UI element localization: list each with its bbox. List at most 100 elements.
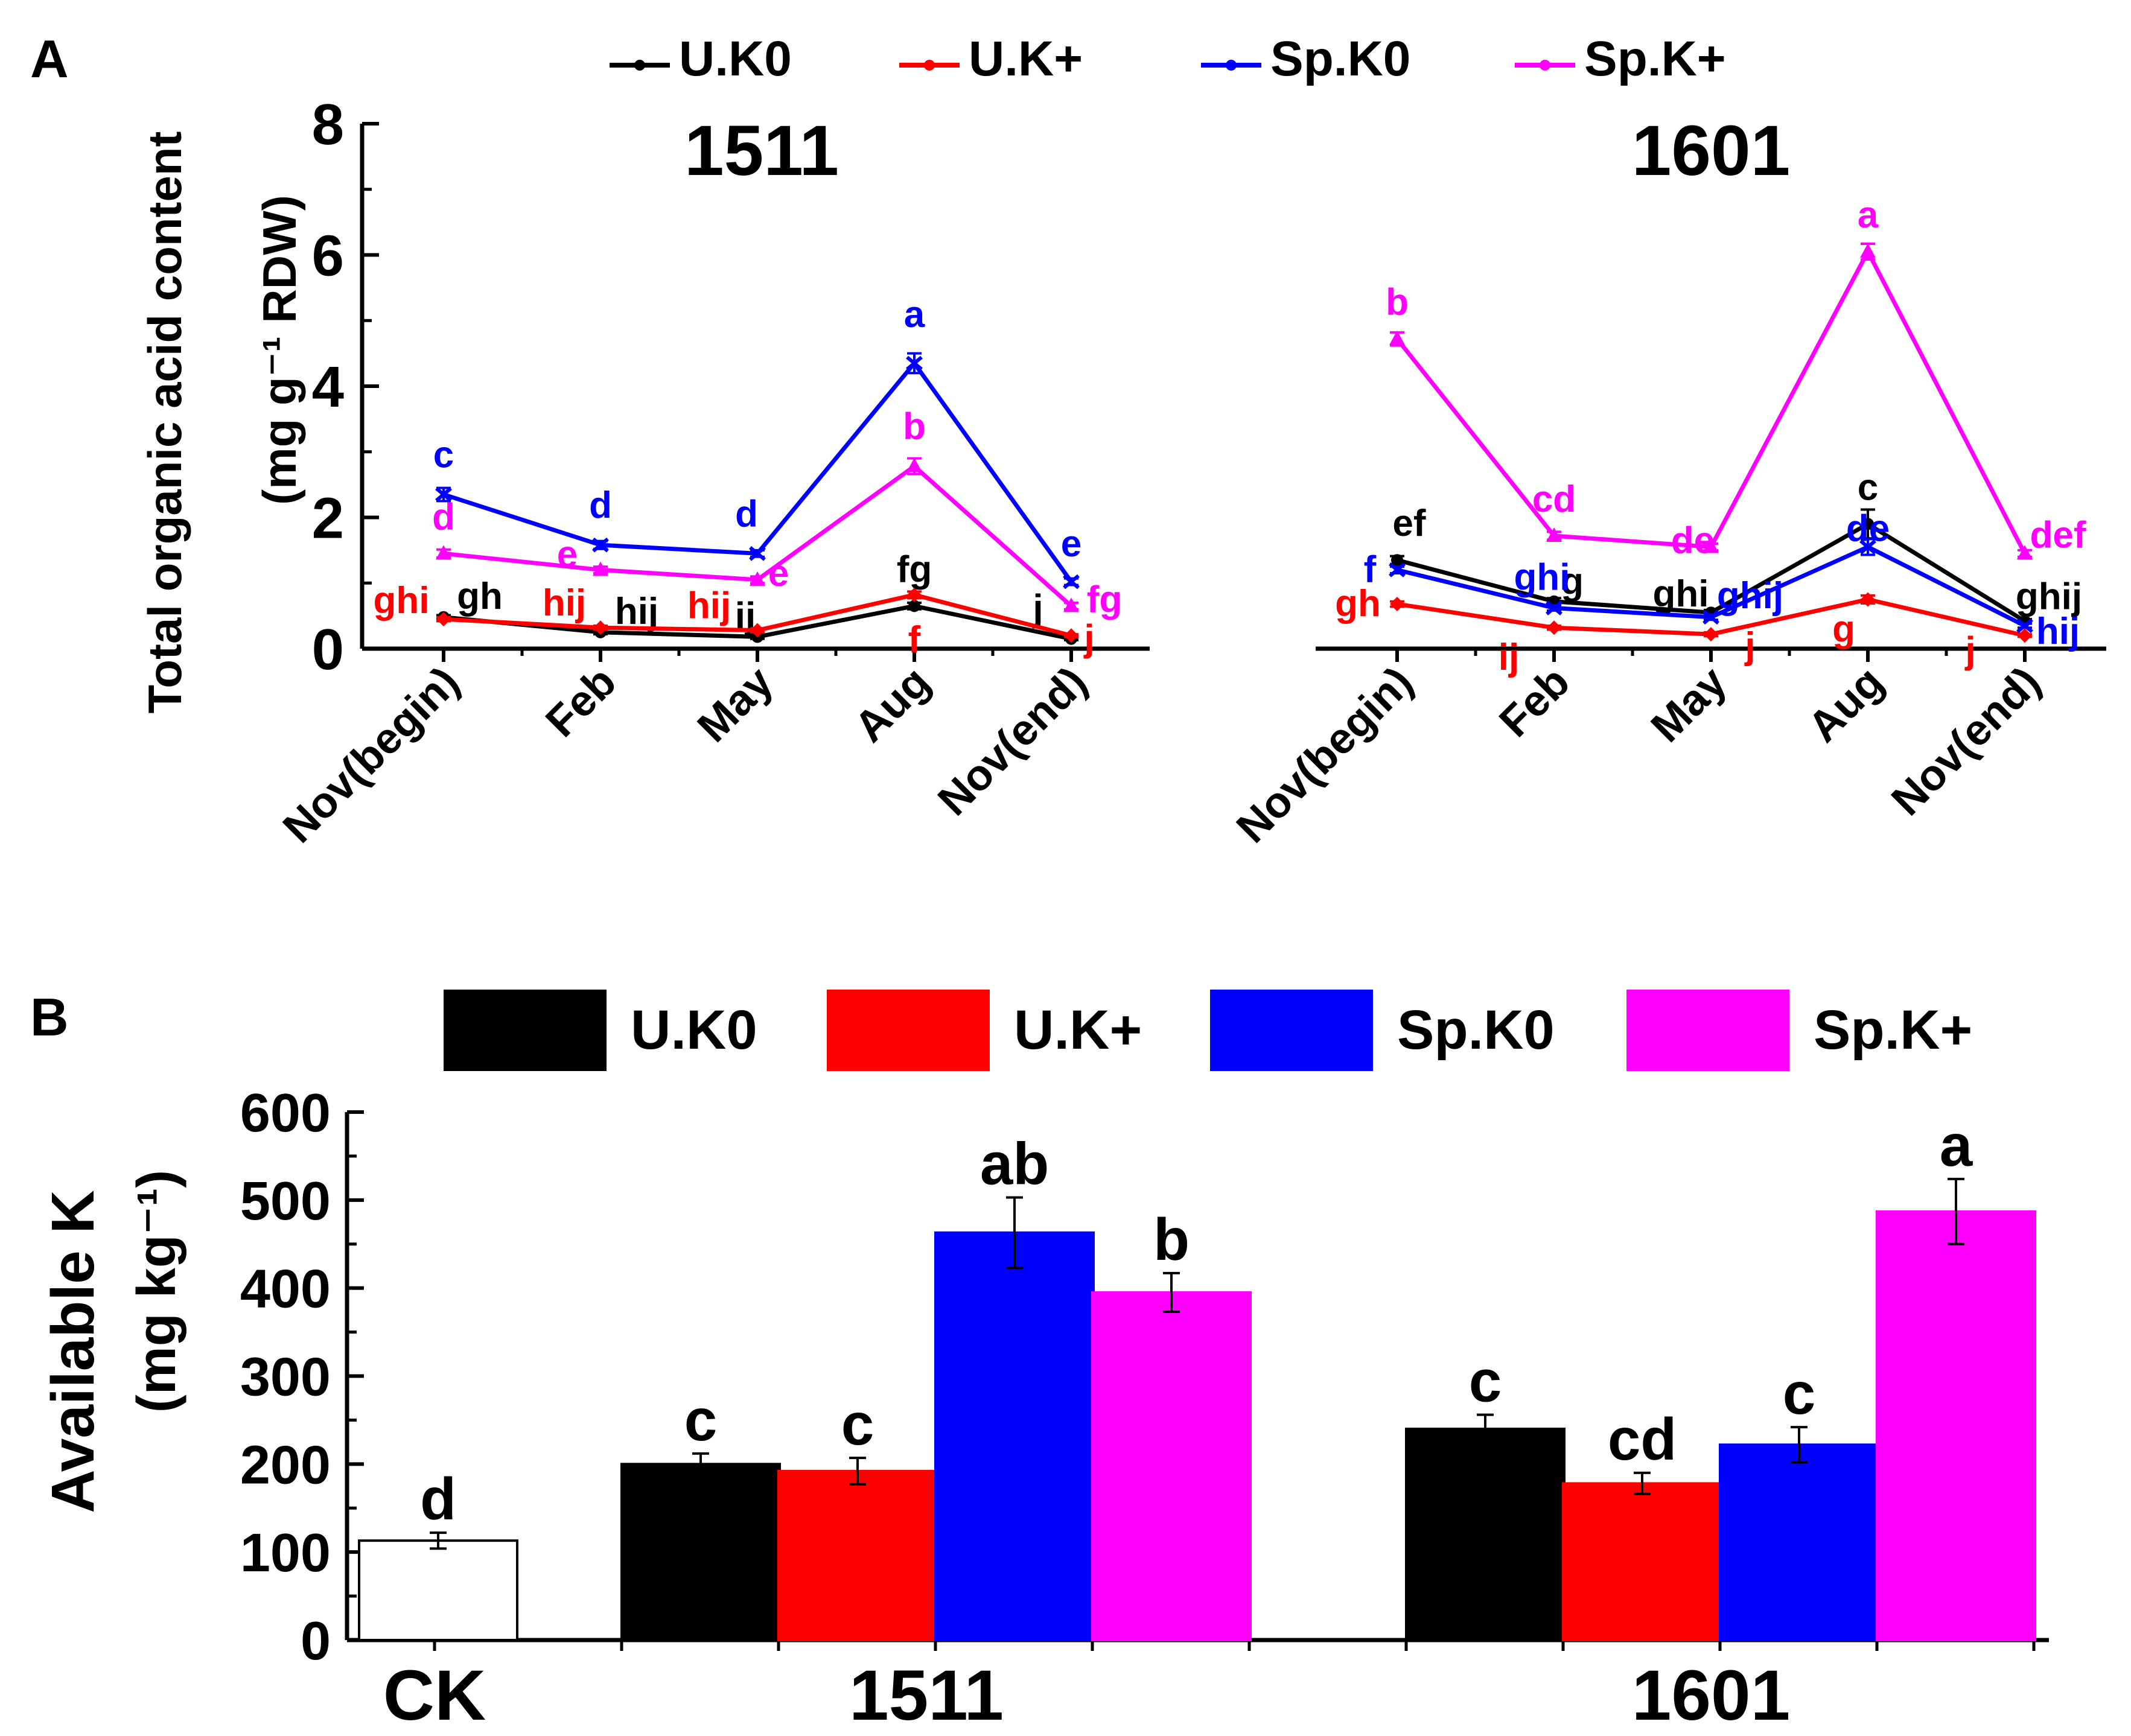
significance-label: ef: [1392, 503, 1425, 544]
panel-b-y-axis-unit: (mg kg⁻¹): [127, 1170, 187, 1413]
data-point: [749, 546, 766, 561]
significance-label: a: [1940, 1112, 1973, 1178]
series-sp-kplus: b cd de a def: [1386, 194, 2086, 561]
significance-label: b: [1386, 282, 1409, 323]
panel-a-y-axis-unit: (mg g⁻¹ RDW): [253, 195, 306, 504]
data-point: [435, 487, 452, 502]
significance-label: ghi: [1514, 557, 1570, 599]
significance-label: g: [1832, 608, 1855, 650]
significance-label: gh: [1335, 583, 1381, 625]
panel-b-legend: U.K0 U.K+ Sp.K0 Sp.K+: [444, 990, 1972, 1071]
y-tick-label: 300: [240, 1347, 331, 1408]
legend-item-sp-kplus: Sp.K+: [1626, 990, 1972, 1071]
legend-label: U.K+: [969, 31, 1083, 86]
series-line: [1395, 249, 2027, 555]
data-point: [2018, 628, 2032, 643]
x-tick-label: May: [689, 658, 783, 752]
panel-b-x-axis: CK 1511 1601: [347, 1638, 2049, 1735]
significance-label: def: [2030, 514, 2086, 556]
y-tick-label: 8: [312, 92, 344, 157]
data-point: [908, 600, 920, 612]
significance-label: j: [1032, 588, 1043, 629]
y-tick-label: 4: [312, 355, 344, 419]
data-point: [1859, 539, 1876, 555]
significance-label: ghi: [374, 580, 430, 622]
significance-label: ghi: [1653, 573, 1709, 615]
y-tick-label: 0: [301, 1611, 331, 1671]
significance-label: cd: [1608, 1406, 1677, 1472]
control-bar-ck: d: [358, 1466, 518, 1641]
legend-item-u-k0: U.K0: [444, 990, 757, 1071]
x-tick-label: Aug: [846, 658, 940, 752]
series-line: [442, 361, 1073, 583]
data-point: [2016, 618, 2033, 634]
significance-label: d: [420, 1466, 456, 1532]
data-point: [1703, 538, 1719, 553]
legend-item-u-kplus: U.K+: [827, 990, 1142, 1071]
data-point: [907, 587, 922, 602]
significance-label: e: [1061, 523, 1081, 565]
data-point: [1703, 609, 1719, 625]
bar: [1405, 1428, 1566, 1641]
significance-label: de: [1671, 520, 1715, 561]
legend-marker: [634, 60, 645, 71]
significance-label: c: [684, 1387, 718, 1453]
significance-label: de: [1846, 507, 1890, 549]
legend-item-sp-k0: Sp.K0: [1201, 31, 1410, 86]
legend-label: U.K+: [1014, 999, 1142, 1061]
y-tick-label: 2: [312, 486, 344, 551]
legend-label: U.K0: [679, 31, 792, 86]
significance-label: j: [1083, 617, 1094, 659]
panel-b-y-axis: 0 100 200 300 400 500 600: [240, 1083, 364, 1671]
panel-a-y-axis-label: Total organic acid content: [138, 131, 191, 713]
significance-label: b: [903, 406, 926, 448]
series-sp-kplus: ba: [1091, 1112, 2036, 1641]
bar: [1876, 1210, 2036, 1641]
legend-label: Sp.K0: [1270, 31, 1410, 86]
panel-b-letter: B: [30, 987, 69, 1047]
significance-label: c: [1469, 1348, 1502, 1414]
data-point: [2017, 545, 2033, 560]
series-sp-k0: cd dae: [433, 294, 1081, 590]
significance-label: fg: [897, 548, 932, 590]
significance-label: c: [841, 1391, 874, 1457]
legend-label: Sp.K+: [1814, 999, 1972, 1061]
legend-item-u-k0: U.K0: [610, 31, 792, 86]
significance-label: gh: [457, 576, 503, 617]
subplot-title: 1511: [684, 111, 839, 191]
significance-label: a: [904, 294, 925, 335]
panel-a-legend: U.K0 U.K+ Sp.K0 Sp.K+: [610, 31, 1726, 86]
significance-label: j: [1964, 629, 1975, 671]
y-tick-label: 100: [240, 1523, 331, 1583]
significance-label: c: [1783, 1360, 1816, 1426]
significance-label: f: [1364, 549, 1377, 591]
data-point: [1861, 592, 1875, 607]
significance-label: cd: [1532, 479, 1576, 520]
significance-label: g: [1561, 561, 1584, 603]
data-point: [592, 537, 609, 553]
legend-item-sp-kplus: Sp.K+: [1515, 31, 1726, 86]
subplot-title: 1601: [1632, 111, 1791, 191]
legend-swatch: [1626, 990, 1789, 1071]
bar: [777, 1470, 938, 1641]
legend-label: Sp.K+: [1584, 31, 1726, 86]
data-point: [436, 545, 451, 560]
y-tick-label: 0: [312, 617, 344, 682]
significance-label: d: [735, 493, 758, 535]
x-tick-label: Nov(begin): [1228, 658, 1422, 852]
significance-label: ghij: [2016, 576, 2082, 617]
y-tick-label: 6: [312, 224, 344, 288]
significance-label: b: [1153, 1206, 1190, 1273]
data-point: [906, 355, 923, 371]
data-point: [593, 620, 608, 635]
significance-label: c: [1858, 466, 1878, 508]
legend-item-u-kplus: U.K+: [899, 31, 1083, 86]
legend-marker: [1226, 60, 1237, 71]
bar: [1562, 1482, 1722, 1642]
data-point: [1546, 527, 1562, 542]
legend-swatch: [827, 990, 990, 1071]
